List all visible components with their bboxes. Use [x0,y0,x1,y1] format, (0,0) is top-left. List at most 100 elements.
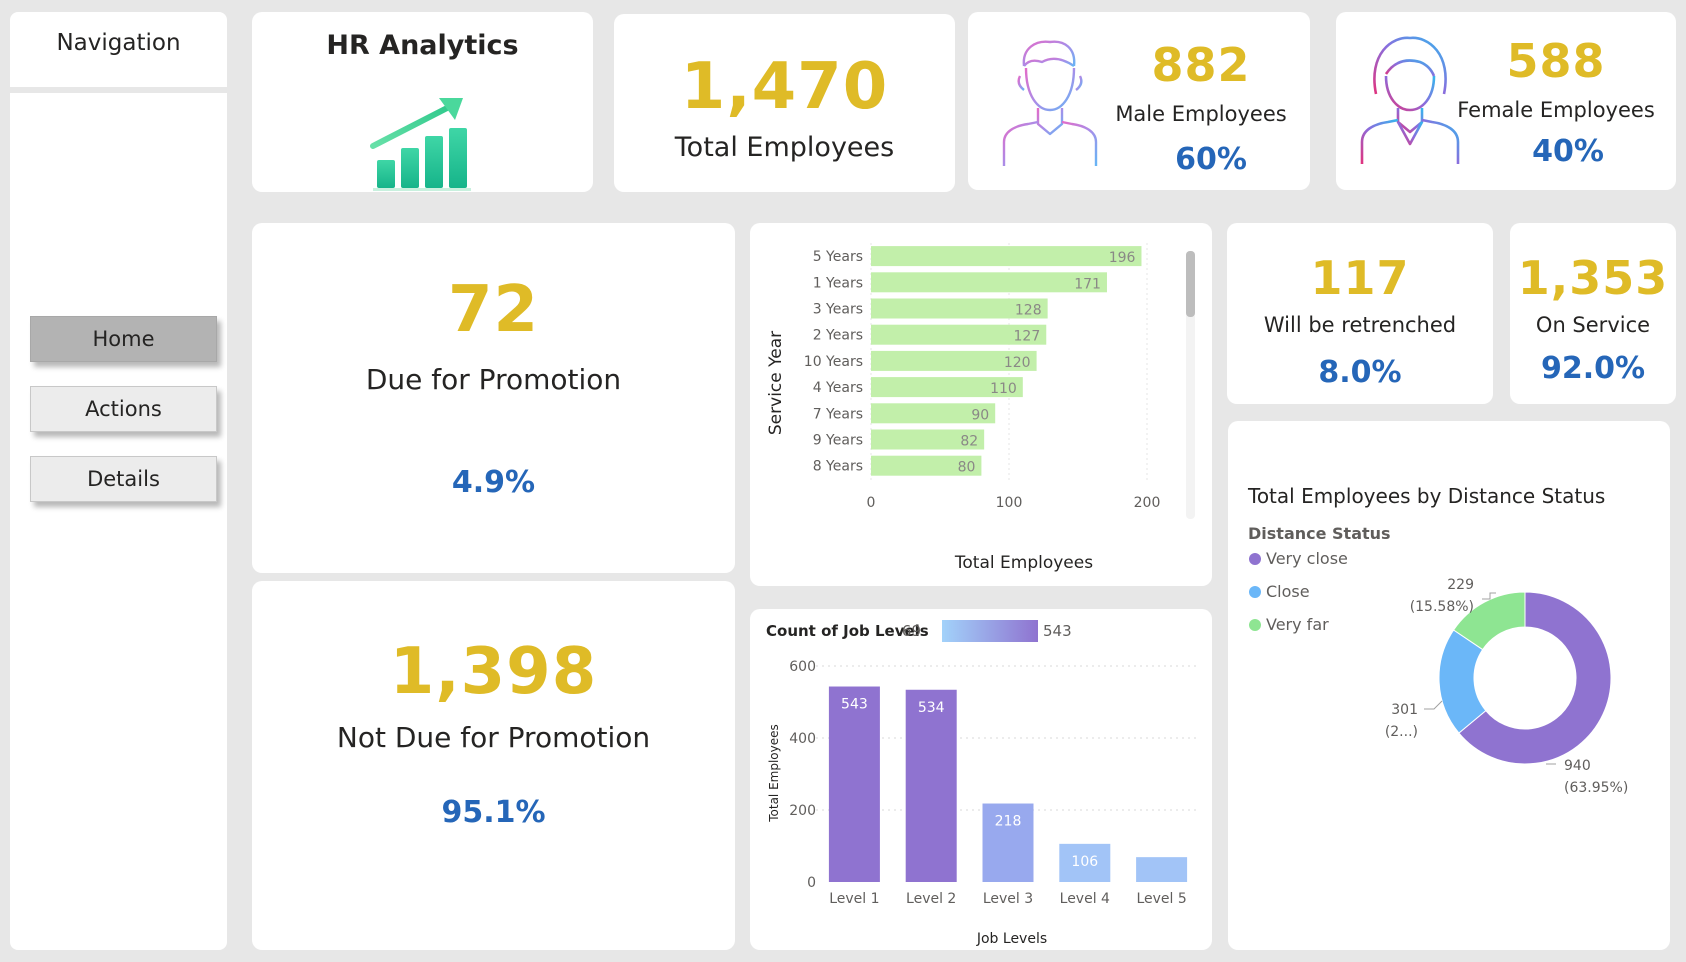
job-levels-color-legend [942,620,1038,642]
distance-data-label-value: 301 [1391,702,1418,718]
job-levels-legend-min: 69 [902,622,921,640]
distance-data-label-pct: (15.58%) [1410,599,1474,615]
female-employees-value: 588 [1506,34,1606,88]
service-year-axis-title: Service Year [766,331,786,435]
service-year-bar [871,272,1107,293]
title-card: HR Analytics [252,12,593,192]
service-year-data-label: 128 [1015,303,1042,319]
job-levels-data-label: 543 [841,697,868,713]
actions-button[interactable]: Actions [30,386,217,432]
due-promotion-value: 72 [447,273,540,347]
distance-legend-marker [1249,619,1261,631]
chart-scrollbar-thumb[interactable] [1186,251,1195,317]
job-levels-bar [828,686,880,882]
service-year-x-tick: 200 [1134,495,1161,511]
due-promotion-pct: 4.9% [451,465,536,500]
job-levels-data-label: 218 [995,814,1022,830]
job-levels-data-label: 106 [1071,854,1098,870]
service-year-bar [871,403,996,424]
service-year-data-label: 120 [1004,355,1031,371]
service-year-x-axis-title: Total Employees [954,553,1093,573]
job-levels-y-tick: 0 [807,875,816,891]
job-levels-bar [1136,857,1188,882]
service-year-chart-card: Service Year Total Employees 0 100 200 5 Ye… [750,223,1212,586]
total-employees-card: 1,470 Total Employees [614,14,955,192]
male-user-icon [1002,40,1098,168]
retrenched-value: 117 [1310,251,1410,305]
female-employees-card: 588 Female Employees 40% [1336,12,1676,190]
details-button[interactable]: Details [30,456,217,502]
job-levels-bar [905,689,957,882]
not-due-promotion-pct: 95.1% [441,795,546,830]
job-levels-y-tick: 400 [789,731,816,747]
total-employees-value: 1,470 [680,50,889,124]
job-levels-y-tick: 600 [789,659,816,675]
distance-legend-label: Very far [1266,615,1329,634]
service-year-bar [871,377,1023,398]
on-service-pct: 92.0% [1540,351,1646,386]
service-year-data-label: 127 [1014,329,1041,345]
job-levels-category-label: Level 1 [829,891,879,907]
service-year-bar [871,455,982,476]
job-levels-chart-card: Count of Job Levels 69 543 Total Employe… [750,609,1212,950]
service-year-bar [871,324,1047,345]
service-year-data-label: 171 [1074,276,1101,292]
on-service-card: 1,353 On Service 92.0% [1510,223,1676,404]
male-employees-value: 882 [1151,38,1251,92]
service-year-x-tick: 0 [867,495,876,511]
distance-data-label-value: 229 [1447,577,1474,593]
distance-legend-marker [1249,586,1261,598]
service-year-category-label: 4 Years [813,380,863,396]
job-levels-category-label: Level 4 [1060,891,1110,907]
chart-scrollbar-track[interactable] [1186,251,1195,519]
navigation-panel: Navigation Home Actions Details [10,12,227,950]
distance-legend-label: Close [1266,582,1310,601]
distance-status-card: Total Employees by Distance Status Dista… [1228,421,1670,950]
job-levels-category-label: Level 2 [906,891,956,907]
distance-leader-line [1424,700,1443,710]
job-levels-chart-title: Count of Job Levels [766,622,929,640]
distance-legend-marker [1249,553,1261,565]
service-year-data-label: 80 [958,460,976,476]
service-year-bar [871,298,1048,319]
job-levels-x-axis-title: Job Levels [976,931,1047,947]
due-promotion-card: 72 Due for Promotion 4.9% [252,223,735,573]
service-year-category-label: 10 Years [804,354,863,370]
service-year-x-tick: 100 [996,495,1023,511]
service-year-chart: Service Year Total Employees 0 100 200 5 Ye… [766,243,1195,573]
on-service-label: On Service [1535,313,1651,337]
job-levels-category-label: Level 3 [983,891,1033,907]
female-user-icon [1360,36,1460,166]
job-levels-bar [1059,843,1111,882]
service-year-data-label: 196 [1109,250,1136,266]
on-service-value: 1,353 [1517,251,1669,305]
job-levels-legend-max: 543 [1043,622,1072,640]
female-employees-pct: 40% [1532,134,1604,169]
service-year-category-label: 5 Years [813,249,863,265]
service-year-bar [871,246,1142,267]
male-employees-card: 882 Male Employees 60% [968,12,1310,190]
not-due-promotion-value: 1,398 [389,635,598,709]
distance-leader-line [1482,592,1496,600]
service-year-data-label: 82 [960,434,978,450]
service-year-category-label: 3 Years [813,302,863,318]
not-due-promotion-label: Not Due for Promotion [336,721,651,754]
distance-donut-slice [1458,591,1612,765]
male-employees-label: Male Employees [1115,102,1287,126]
service-year-data-label: 90 [971,407,989,423]
distance-donut-slice [1452,591,1526,651]
distance-data-label-pct: (63.95%) [1564,780,1628,796]
service-year-category-label: 1 Years [813,275,863,291]
job-levels-bar [982,803,1034,882]
retrenched-pct: 8.0% [1318,355,1402,390]
page-title: HR Analytics [326,30,519,61]
not-due-promotion-card: 1,398 Not Due for Promotion 95.1% [252,581,735,950]
job-levels-y-tick: 200 [789,803,816,819]
home-button[interactable]: Home [30,316,217,362]
growth-chart-icon [370,98,471,191]
service-year-bar [871,350,1037,371]
distance-data-label-value: 940 [1564,758,1591,774]
due-promotion-label: Due for Promotion [365,363,622,396]
job-levels-y-axis-title: Total Employees [767,724,781,823]
navigation-divider [10,87,227,93]
